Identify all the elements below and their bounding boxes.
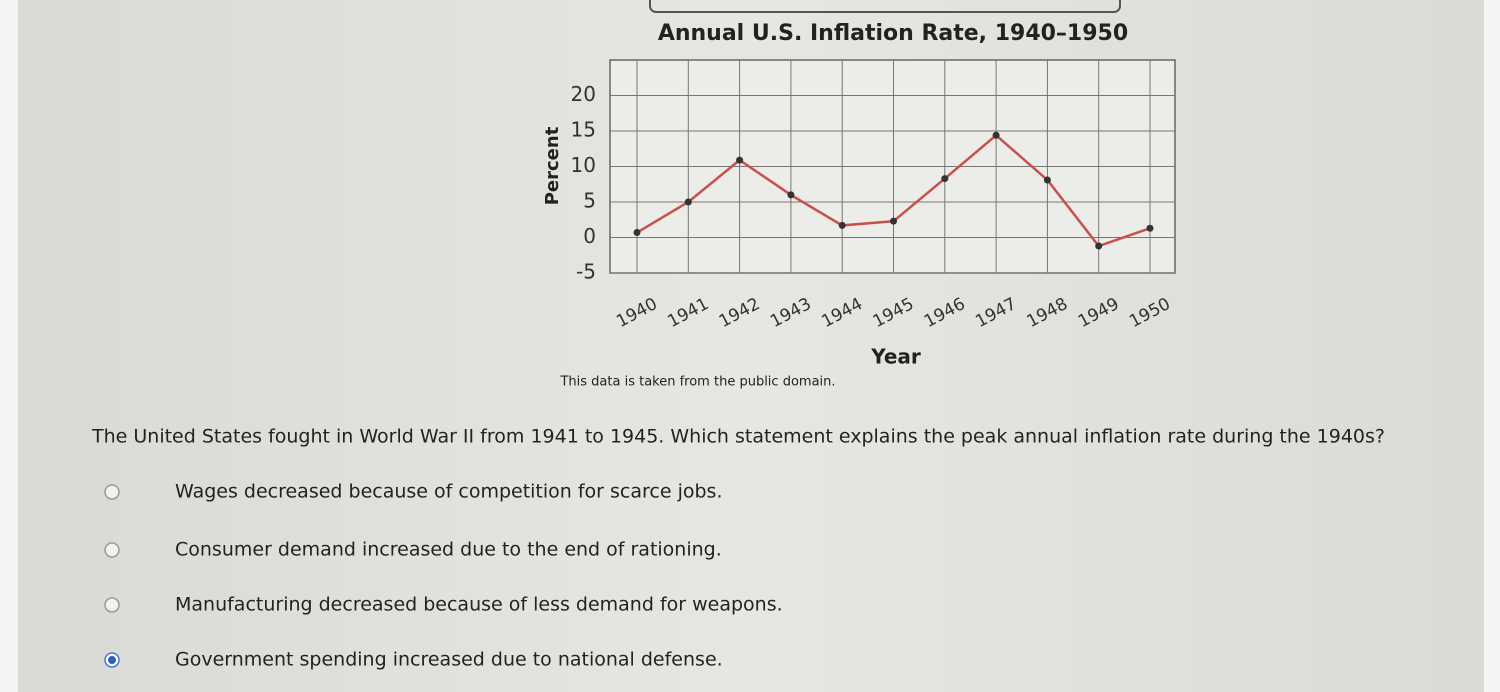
header-box — [649, 0, 1121, 13]
y-tick-label: 5 — [583, 189, 596, 213]
point — [890, 217, 897, 225]
chart-title: Annual U.S. Inflation Rate, 1940–1950 — [658, 21, 1128, 46]
option-text[interactable]: Wages decreased because of competition f… — [175, 481, 723, 503]
left-edge — [0, 0, 18, 692]
y-tick-label: 20 — [571, 82, 596, 106]
x-axis-label: Year — [870, 345, 921, 369]
radio-dot — [108, 656, 116, 664]
point — [1043, 176, 1051, 184]
radio-button[interactable] — [104, 542, 120, 558]
question: The United States fought in World War II… — [91, 426, 1385, 448]
y-tick-label: 15 — [571, 118, 596, 142]
option-text[interactable]: Manufacturing decreased because of less … — [175, 594, 783, 616]
point — [838, 221, 846, 229]
point — [1095, 242, 1103, 250]
point — [684, 198, 692, 206]
point — [787, 191, 795, 199]
point — [941, 175, 949, 183]
y-tick-label: 0 — [583, 224, 596, 248]
right-edge — [1484, 0, 1500, 692]
point — [992, 131, 1000, 139]
option-text[interactable]: Consumer demand increased due to the end… — [175, 539, 722, 561]
radio-button[interactable] — [104, 484, 120, 500]
y-tick-label: -5 — [576, 260, 596, 284]
point — [736, 156, 744, 164]
point — [1146, 224, 1154, 232]
y-axis-label: Percent — [542, 126, 563, 205]
point — [633, 229, 641, 237]
radio-button[interactable] — [104, 597, 120, 613]
y-tick-label: 10 — [571, 153, 596, 177]
source-note: This data is taken from the public domai… — [559, 375, 835, 390]
option-text[interactable]: Government spending increased due to nat… — [175, 649, 723, 671]
